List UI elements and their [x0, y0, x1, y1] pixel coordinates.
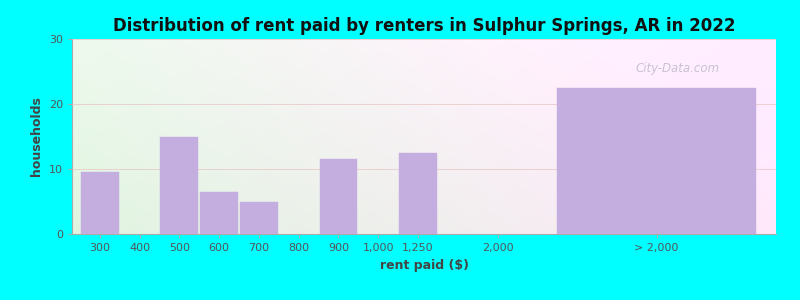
Bar — [240, 202, 278, 234]
Bar — [558, 88, 756, 234]
Bar — [399, 153, 437, 234]
Bar — [81, 172, 118, 234]
Y-axis label: households: households — [30, 97, 43, 176]
Bar — [200, 192, 238, 234]
Text: City-Data.com: City-Data.com — [635, 62, 719, 75]
Title: Distribution of rent paid by renters in Sulphur Springs, AR in 2022: Distribution of rent paid by renters in … — [113, 17, 735, 35]
Bar — [161, 136, 198, 234]
X-axis label: rent paid ($): rent paid ($) — [379, 259, 469, 272]
Bar — [319, 159, 358, 234]
